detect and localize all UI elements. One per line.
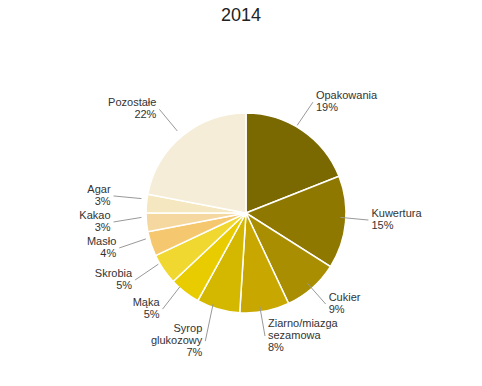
svg-text:Syropglukozowy7%: Syropglukozowy7% bbox=[151, 322, 203, 358]
svg-text:Pozostałe22%: Pozostałe22% bbox=[108, 96, 157, 120]
svg-text:Masło4%: Masło4% bbox=[87, 235, 117, 259]
html-text:2014: 2014 bbox=[221, 5, 261, 25]
svg-text:Kakao3%: Kakao3% bbox=[79, 209, 110, 233]
svg-text:Cukier9%: Cukier9% bbox=[329, 291, 361, 315]
svg-text:Skrobia5%: Skrobia5% bbox=[95, 267, 133, 291]
svg-text:Opakowania19%: Opakowania19% bbox=[316, 89, 378, 113]
svg-text:Mąka5%: Mąka5% bbox=[133, 296, 161, 320]
svg-text:Agar3%: Agar3% bbox=[87, 183, 111, 207]
svg-text:Kuwertura15%: Kuwertura15% bbox=[371, 207, 422, 231]
svg-text:Ziarno/miazgasezamowa8%: Ziarno/miazgasezamowa8% bbox=[268, 317, 339, 353]
